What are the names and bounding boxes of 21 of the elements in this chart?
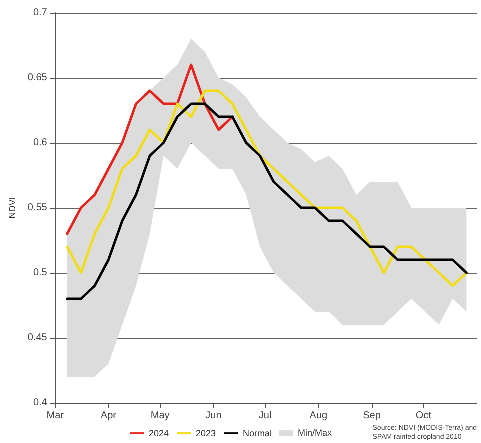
legend-label: 2024 — [149, 428, 170, 438]
y-axis-title: NDVI — [8, 197, 18, 219]
x-tick-label: May — [150, 410, 170, 422]
y-tick-label: 0.4 — [33, 398, 48, 408]
line-series — [66, 64, 234, 236]
y-tick-label: 0.65 — [28, 72, 48, 84]
x-tick-label: Apr — [100, 410, 118, 422]
y-tick-label: 0.6 — [33, 138, 48, 148]
y-tick-label: 0.45 — [28, 332, 48, 344]
x-tick-label: Sep — [363, 410, 382, 422]
legend-label: 2023 — [196, 428, 216, 438]
x-tick-label: Mar — [46, 410, 65, 422]
y-tick-label: 0.5 — [33, 268, 48, 278]
x-tick-label: Oct — [416, 410, 432, 422]
x-tick-label: Aug — [310, 410, 328, 422]
x-tick-label: Jun — [206, 410, 222, 422]
y-tick-label: 0.55 — [28, 202, 48, 214]
text: Min/Max — [298, 428, 332, 438]
x-tick-label: Jul — [258, 410, 272, 422]
y-tick-label: 0.7 — [33, 8, 48, 18]
legend-label: Normal — [243, 428, 272, 438]
